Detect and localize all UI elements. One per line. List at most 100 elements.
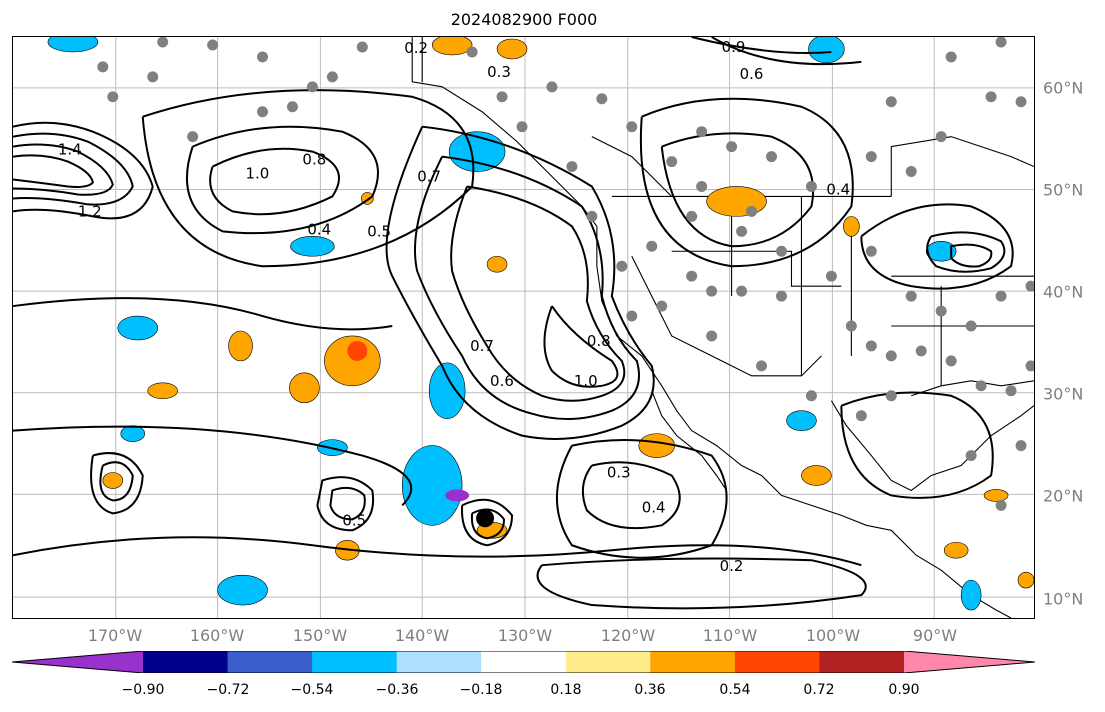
station-dot [885,350,897,362]
station-dot [945,51,957,63]
contour-label: 0.5 [367,222,391,240]
x-tick-label: 150°W [292,626,348,645]
y-tick-label: 10°N [1043,589,1084,609]
station-dot [566,161,578,173]
map-canvas: 0.2 0.3 0.4 0.5 0.6 0.7 0.8 0.9 1.0 1.2 … [13,37,1034,618]
station-dot [905,290,917,302]
station-dot [736,225,748,237]
contour-label: 0.7 [417,168,441,186]
station-dot [995,37,1007,48]
station-dot [746,205,758,217]
contour-label: 0.2 [720,557,744,575]
colorbar-segment [396,651,482,673]
contour-label: 1.0 [574,372,598,390]
station-dot [257,51,269,63]
contour-label: 1.4 [58,141,82,159]
station-dot [596,93,608,105]
station-dot [686,270,698,282]
station-dot [97,61,109,73]
station-dot [326,71,338,83]
station-dot [207,39,219,51]
station-dot [855,410,867,422]
station-dot [666,156,678,168]
x-tick-label: 140°W [394,626,450,645]
contour-label: 0.4 [642,498,666,516]
station-dot [706,330,718,342]
station-dot [965,320,977,332]
figure-title: 2024082900 F000 [450,10,598,29]
station-dot [616,260,628,272]
contour-label: 0.2 [404,39,428,57]
colorbar-tick-label: −0.36 [375,682,419,698]
station-dot [1005,385,1017,397]
station-dot [776,245,787,257]
station-dot [626,121,638,133]
colorbar-segment [565,651,651,673]
station-dot [885,96,897,108]
station-dot [706,285,718,297]
station-dot [865,340,877,352]
station-dot [157,37,169,48]
contour-label: 0.6 [490,372,514,390]
station-dot [865,245,877,257]
station-dot [995,499,1007,511]
colorbar-tick-label: 0.90 [888,682,920,698]
x-tick-label: 160°W [189,626,245,645]
x-tick-label: 170°W [87,626,143,645]
colorbar-tick-label: 0.54 [719,682,751,698]
station-dot [696,126,708,138]
station-dot [546,81,558,93]
station-dot [286,101,298,113]
colorbar [12,651,1035,673]
station-dot [1025,280,1034,292]
colorbar-tick-label: 0.72 [803,682,835,698]
station-dot [756,360,768,372]
x-tick-label: 120°W [600,626,656,645]
contour-label: 1.2 [78,202,102,220]
contour-label: 0.4 [826,180,850,198]
colorbar-extend-min [12,651,143,673]
shaded-fields [47,37,1034,611]
station-dot [187,131,199,143]
station-dot [825,270,837,282]
colorbar-tick-label: −0.72 [206,682,250,698]
station-dot [905,166,917,178]
station-dot [586,210,598,222]
station-dot [1025,360,1034,372]
station-dot [965,450,977,462]
station-markers [97,37,1034,511]
colorbar-tick-label: −0.90 [121,682,165,698]
x-tick-label: 110°W [702,626,758,645]
colorbar-segment [481,651,567,673]
contour-label: 0.8 [302,151,326,169]
colorbar-segment [819,651,905,673]
station-dot [805,181,817,192]
station-dot [516,121,528,133]
station-dot [766,151,778,163]
station-dot [726,141,738,153]
station-dot [935,131,947,143]
contour-label-group: 0.2 0.3 0.4 0.5 0.6 0.7 0.8 0.9 1.0 1.2 … [58,38,850,575]
station-dot [466,46,478,58]
station-dot [935,305,947,317]
colorbar-segment [650,651,736,673]
colorbar-tick-label: −0.18 [459,682,503,698]
contour-lines [13,37,1014,610]
colorbar-tick-label: −0.54 [290,682,334,698]
graticule [13,37,1034,618]
contour-label: 0.6 [740,65,764,83]
contour-label: 0.3 [487,63,511,81]
station-dot [696,181,708,192]
station-dot [107,91,119,103]
colorbar-extend-max [904,651,1035,673]
station-dot [646,240,658,252]
colorbar-canvas [12,651,1035,673]
storm-center-marker [476,509,495,528]
x-tick-label: 130°W [497,626,553,645]
station-dot [736,285,748,297]
station-dot [306,81,318,93]
y-tick-label: 40°N [1043,282,1084,302]
station-dot [995,290,1007,302]
station-dot [975,380,987,392]
contour-label: 0.9 [722,38,746,56]
